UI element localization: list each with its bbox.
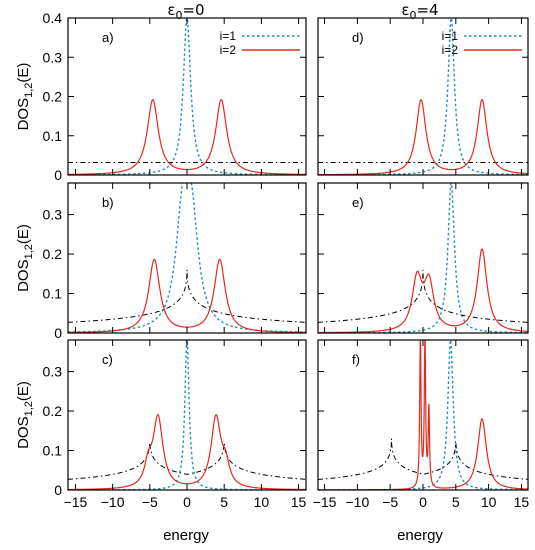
y-tick-label: 0.3 (43, 364, 63, 380)
panel-e-series-i1-line (318, 183, 528, 333)
panel-f-curves (318, 340, 528, 490)
x-tick-label: 0 (419, 494, 427, 510)
x-tick-label: −5 (382, 494, 398, 510)
column-title-right: ε0=4 (401, 1, 438, 22)
y-tick-label: 0.1 (43, 443, 63, 459)
panel-f: −15 −10 −5 0 5 10 15 f) (313, 339, 530, 510)
y-axis-label: DOS1,2(E) (15, 381, 35, 449)
x-tick-label: 5 (452, 494, 460, 510)
y-tick-label: 0 (54, 167, 62, 183)
panel-e: e) (317, 182, 529, 334)
x-tick-label: 10 (481, 494, 497, 510)
panel-d-curves (318, 18, 528, 175)
y-tick-label: 0.2 (43, 403, 63, 419)
y-tick-label: 0.1 (43, 128, 63, 144)
panel-a-series-i2-line (68, 99, 306, 175)
x-axis-label-right: energy (397, 527, 443, 544)
x-tick-label: −15 (313, 494, 337, 510)
legend-entry-label: i=1 (220, 29, 237, 43)
panel-d-frame (317, 17, 529, 176)
x-tick-label: −10 (101, 494, 125, 510)
y-axis-label: DOS1,2(E) (15, 224, 35, 292)
panel-label: c) (102, 352, 113, 367)
panel-b: 0 0.1 0.2 0.3 b) DOS1,2(E) (15, 182, 307, 341)
x-tick-label: 10 (254, 494, 270, 510)
panel-c-series-reference-line (68, 442, 306, 480)
panel-f-series-reference-line (318, 438, 528, 480)
legend-entry-label: i=1 (442, 29, 459, 43)
panel-f-series-i1-line (318, 340, 528, 490)
y-tick-label: 0.4 (43, 10, 63, 26)
x-tick-label: −5 (142, 494, 158, 510)
panel-label: f) (352, 352, 360, 367)
x-tick-label: 15 (514, 494, 530, 510)
panel-e-frame (317, 182, 529, 334)
x-tick-label: 0 (183, 494, 191, 510)
y-tick-label: 0 (54, 325, 62, 341)
y-axis-label: DOS1,2(E) (15, 63, 35, 131)
panel-d-series-i1-line (318, 18, 528, 175)
y-tick-label: 0 (54, 482, 62, 498)
panel-e-series-reference-line (318, 269, 528, 323)
y-tick-label: 0.1 (43, 286, 63, 302)
panel-label: d) (352, 30, 364, 45)
x-tick-label: 15 (291, 494, 307, 510)
x-tick-label: −15 (64, 494, 88, 510)
legend-entry-label: i=2 (220, 43, 237, 57)
panel-a: 0 0.1 0.2 0.3 0.4 a) DOS1,2(E) i=1i=2 (15, 10, 307, 183)
y-tick-label: 0.3 (43, 49, 63, 65)
panel-label: a) (102, 30, 114, 45)
panel-f-series-i2-line (318, 340, 528, 490)
x-tick-label: 5 (220, 494, 228, 510)
y-tick-label: 0.3 (43, 207, 63, 223)
legend-entry-label: i=2 (442, 43, 459, 57)
panel-b-series-reference-line (68, 269, 306, 323)
panel-c: −15 −10 −5 0 5 10 15 0 0.1 0.2 0.3 c) DOS1,2(E) (15, 339, 307, 510)
panel-e-curves (318, 183, 528, 333)
panel-d-series-i2-line (318, 99, 528, 175)
panel-label: b) (102, 195, 114, 210)
panel-d: d) i=1i=2 (317, 17, 529, 176)
x-tick-label: −10 (346, 494, 370, 510)
panel-c-series-i2-line (68, 413, 306, 490)
x-axis-label-left: energy (163, 527, 209, 544)
panel-f-frame (317, 339, 529, 491)
panel-label: e) (352, 195, 364, 210)
y-tick-label: 0.2 (43, 89, 63, 105)
panel-e-series-i2-line (318, 248, 528, 333)
y-tick-label: 0.2 (43, 246, 63, 262)
